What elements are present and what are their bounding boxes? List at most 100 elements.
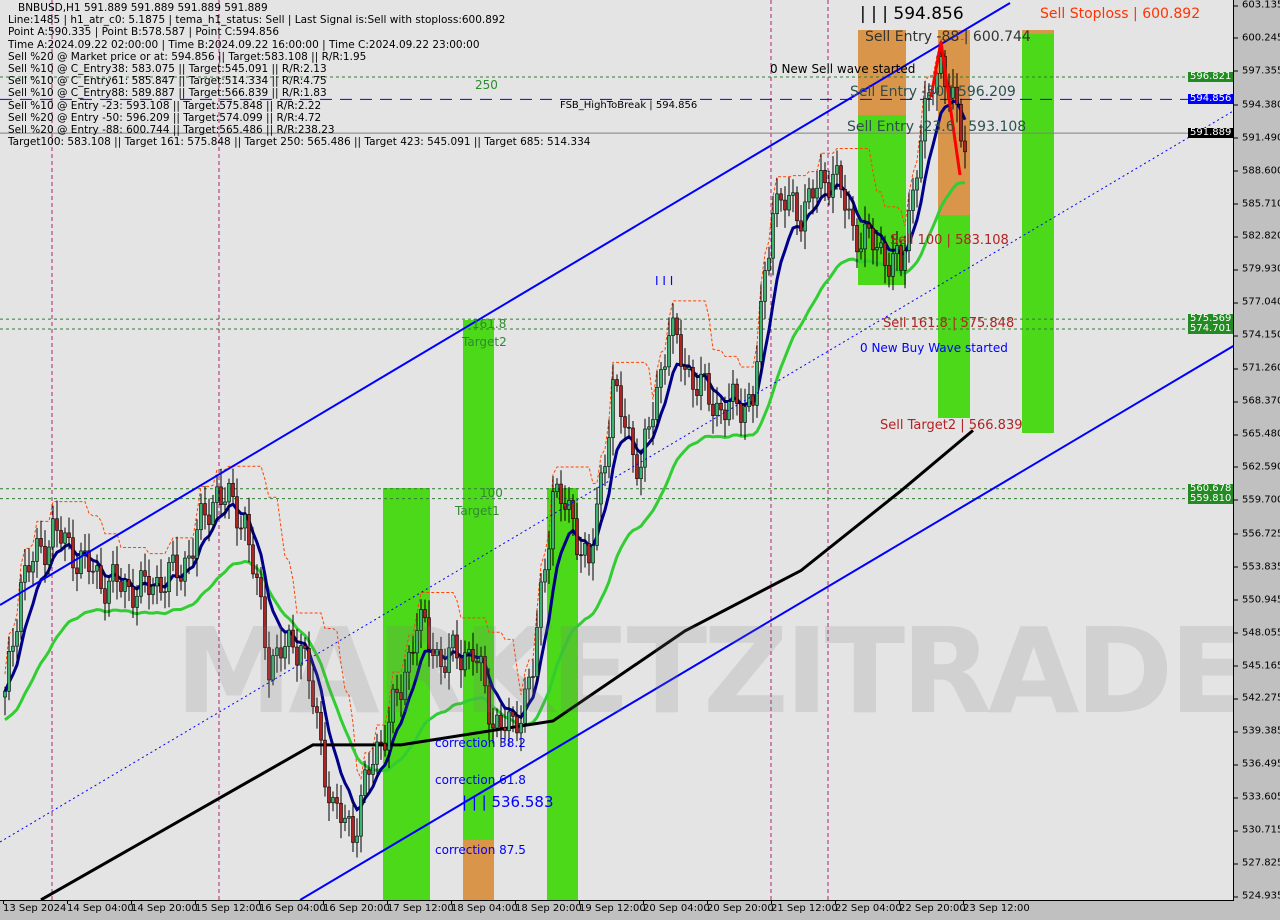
candle-body bbox=[15, 631, 19, 647]
candle-body bbox=[703, 373, 707, 375]
price-tick: 539.385 bbox=[1233, 726, 1280, 737]
fib-250-label: 250 bbox=[475, 78, 498, 92]
candle-body bbox=[875, 247, 879, 251]
candle-body bbox=[435, 649, 439, 656]
candle-body bbox=[3, 691, 7, 698]
candle-body bbox=[167, 562, 171, 593]
price-tick: 603.135 bbox=[1233, 0, 1280, 11]
candle-body bbox=[791, 192, 795, 196]
candle-body bbox=[595, 503, 599, 546]
candle-body bbox=[59, 530, 63, 544]
candle-body bbox=[463, 652, 467, 671]
candle-body bbox=[303, 645, 307, 649]
symbol-title: BNBUSD,H1 591.889 591.889 591.889 591.88… bbox=[18, 2, 268, 14]
candle-body bbox=[915, 177, 919, 191]
candle-body bbox=[175, 554, 179, 579]
price-tag: 559.810 bbox=[1188, 492, 1233, 504]
candle-body bbox=[11, 645, 15, 652]
candle-body bbox=[275, 647, 279, 656]
price-tick: 597.355 bbox=[1233, 65, 1280, 76]
price-axis[interactable]: 603.135 600.245 597.355 594.380 591.490 588.6… bbox=[1233, 0, 1280, 902]
candle-body bbox=[155, 576, 159, 587]
time-tick: 22 Sep 20:00 bbox=[899, 900, 966, 914]
candle-body bbox=[323, 739, 327, 788]
candle-body bbox=[887, 265, 891, 277]
candle-body bbox=[483, 656, 487, 687]
candle-body bbox=[591, 545, 595, 564]
channel-upper bbox=[0, 2, 1011, 606]
price-tick: 568.370 bbox=[1233, 396, 1280, 407]
channel-mid bbox=[0, 110, 1233, 843]
info-line: Sell %10 @ Entry -23: 593.108 || Target:… bbox=[8, 99, 322, 112]
time-tick: 21 Sep 12:00 bbox=[771, 900, 838, 914]
candle-body bbox=[299, 645, 303, 666]
time-tick: 15 Sep 12:00 bbox=[195, 900, 262, 914]
candle-body bbox=[271, 655, 275, 681]
candle-body bbox=[675, 317, 679, 335]
candle-body bbox=[631, 427, 635, 456]
candle-body bbox=[339, 802, 343, 823]
candle-body bbox=[327, 786, 331, 804]
candle-body bbox=[451, 634, 455, 649]
candle-body bbox=[835, 165, 839, 175]
candle-body bbox=[267, 647, 271, 681]
candle-body bbox=[179, 577, 183, 582]
price-tick: 548.055 bbox=[1233, 627, 1280, 638]
candle-body bbox=[907, 210, 911, 252]
candle-body bbox=[335, 797, 339, 804]
candle-body bbox=[63, 532, 67, 544]
candle-body bbox=[123, 579, 127, 592]
candle-body bbox=[131, 586, 135, 608]
time-tick: 16 Sep 04:00 bbox=[259, 900, 326, 914]
candle-body bbox=[207, 514, 211, 525]
candle-body bbox=[715, 402, 719, 416]
candle-body bbox=[331, 797, 335, 804]
chart-plot-area[interactable]: MARKETZITRADE BNBUSD,H1 591.889 591.889 … bbox=[0, 0, 1234, 901]
time-tick: 17 Sep 12:00 bbox=[387, 900, 454, 914]
candle-body bbox=[519, 722, 523, 734]
fib-zone bbox=[858, 115, 906, 285]
candle-body bbox=[919, 140, 923, 179]
price-tick: 577.040 bbox=[1233, 297, 1280, 308]
price-levels bbox=[0, 76, 1233, 500]
candle-body bbox=[347, 816, 351, 819]
candle-body bbox=[39, 538, 43, 547]
candle-body bbox=[635, 454, 639, 480]
candle-body bbox=[759, 301, 763, 363]
candle-body bbox=[571, 500, 575, 519]
info-line: Line:1485 | h1_atr_c0: 5.1875 | tema_h1_… bbox=[8, 14, 506, 27]
candle-body bbox=[355, 835, 359, 843]
candle-body bbox=[755, 361, 759, 406]
candle-body bbox=[903, 250, 907, 271]
long-ma-line bbox=[40, 429, 974, 900]
candle-body bbox=[831, 173, 835, 198]
candle-body bbox=[495, 714, 499, 729]
candle-body bbox=[811, 188, 815, 199]
candle-body bbox=[863, 223, 867, 250]
candle-body bbox=[91, 570, 95, 573]
trend-channel bbox=[0, 2, 1233, 900]
candle-body bbox=[951, 86, 955, 99]
candle-body bbox=[459, 657, 463, 671]
time-axis[interactable]: 13 Sep 2024 14 Sep 04:00 14 Sep 20:00 15 Se… bbox=[0, 900, 1233, 920]
candle-body bbox=[543, 569, 547, 583]
candle-body bbox=[867, 223, 871, 229]
candle-body bbox=[883, 242, 887, 266]
info-line: Sell %20 @ Market price or at: 594.856 |… bbox=[8, 50, 367, 63]
candle-body bbox=[955, 86, 959, 105]
price-tick: 588.600 bbox=[1233, 165, 1280, 176]
candle-body bbox=[119, 581, 123, 592]
candle-body bbox=[427, 617, 431, 650]
price-tick: 562.590 bbox=[1233, 461, 1280, 472]
high-mark-label: | | | 594.856 bbox=[860, 4, 964, 24]
candle-body bbox=[807, 188, 811, 203]
fsb-label: FSB_HighToBreak | 594.856 bbox=[560, 100, 698, 111]
fib-100-label: 100 bbox=[480, 486, 503, 500]
candle-body bbox=[99, 565, 103, 589]
time-tick: 20 Sep 20:00 bbox=[707, 900, 774, 914]
fib-zone bbox=[1022, 30, 1054, 34]
price-tick: 545.165 bbox=[1233, 660, 1280, 671]
mid-ma-line bbox=[4, 181, 966, 773]
candle-body bbox=[243, 514, 247, 529]
candle-body bbox=[95, 565, 99, 572]
